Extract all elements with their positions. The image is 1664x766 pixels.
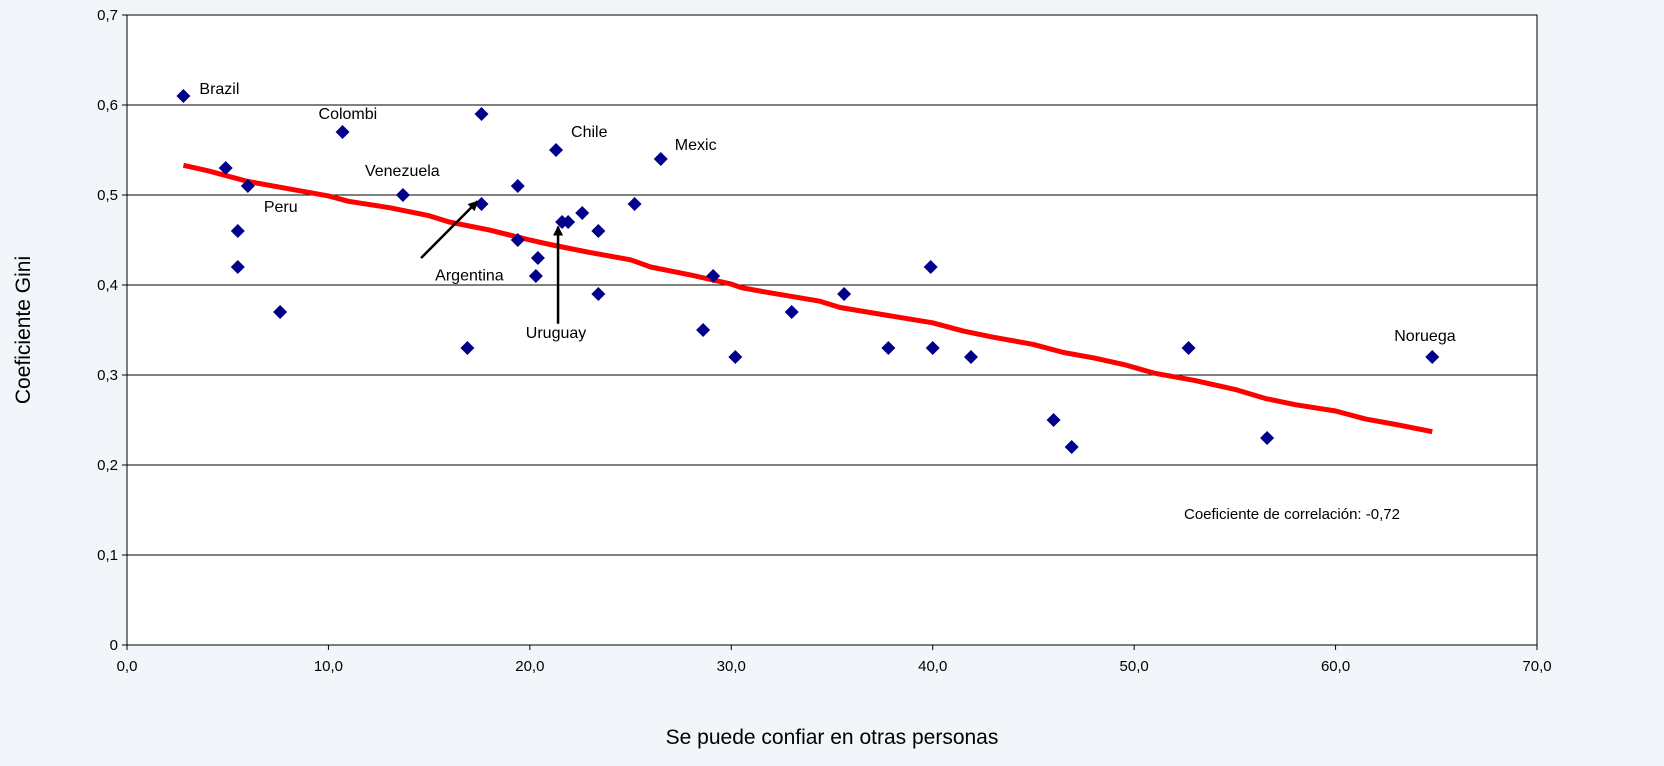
y-tick-label: 0,7 [97, 7, 118, 24]
x-tick-label: 50,0 [1120, 658, 1149, 675]
data-point [561, 215, 576, 229]
data-point [273, 305, 288, 319]
data-point [230, 224, 245, 238]
annotation-label: Argentina [435, 268, 504, 285]
x-axis-title: Se puede confiar en otras personas [666, 726, 999, 749]
data-point [474, 107, 489, 121]
data-point [923, 260, 938, 274]
data-point [706, 269, 721, 283]
x-tick-label: 30,0 [717, 658, 746, 675]
annotation-label: Uruguay [526, 325, 586, 342]
y-tick-label: 0,4 [97, 277, 118, 294]
data-point [460, 341, 475, 355]
point-label: Colombi [319, 106, 378, 123]
x-tick-label: 60,0 [1321, 658, 1350, 675]
plot-area [126, 14, 1538, 646]
y-tick-label: 0,2 [97, 457, 118, 474]
data-point [1064, 440, 1079, 454]
data-point [510, 233, 525, 247]
x-tick-label: 70,0 [1522, 658, 1551, 675]
data-point [218, 161, 233, 175]
data-point [240, 179, 255, 193]
data-point [575, 206, 590, 220]
data-point [335, 125, 350, 139]
data-point [925, 341, 940, 355]
annotation-arrow [420, 200, 479, 259]
data-point [230, 260, 245, 274]
data-point [627, 197, 642, 211]
data-point [963, 350, 978, 364]
data-point [1181, 341, 1196, 355]
y-tick-label: 0 [110, 637, 118, 654]
data-point [881, 341, 896, 355]
y-axis-title: Coeficiente Gini [12, 256, 35, 404]
point-label: Mexic [675, 137, 717, 154]
correlation-note: Coeficiente de correlación: -0,72 [1184, 506, 1400, 523]
trend-line [182, 162, 1433, 435]
data-point [784, 305, 799, 319]
gridlines [127, 104, 1537, 556]
y-tick-label: 0,1 [97, 547, 118, 564]
x-tick-label: 10,0 [314, 658, 343, 675]
point-label: Venezuela [365, 163, 440, 180]
labels-layer: Brazil Peru Colombi Venezuela Chile Mexic Noru… [199, 81, 1455, 345]
data-point [1046, 413, 1061, 427]
points-layer [176, 89, 1440, 454]
data-point [653, 152, 668, 166]
data-point [395, 188, 410, 202]
data-point [1425, 350, 1440, 364]
y-tick-label: 0,6 [97, 97, 118, 114]
data-point [510, 179, 525, 193]
data-point [728, 350, 743, 364]
x-tick-label: 0,0 [117, 658, 138, 675]
data-point [696, 323, 711, 337]
x-tick-label: 20,0 [515, 658, 544, 675]
data-point [591, 287, 606, 301]
data-point [549, 143, 564, 157]
x-tick-label: 40,0 [918, 658, 947, 675]
point-label: Noruega [1394, 328, 1455, 345]
point-label: Chile [571, 124, 608, 141]
axes: 0 0,1 0,2 0,3 0,4 0,5 0,6 0,7 0,0 10,0 20,0 30,0 40,… [97, 7, 1551, 675]
trend-layer [182, 162, 1433, 435]
data-point [837, 287, 852, 301]
data-point [530, 251, 545, 265]
y-tick-label: 0,5 [97, 187, 118, 204]
data-point [528, 269, 543, 283]
data-point [176, 89, 191, 103]
y-tick-label: 0,3 [97, 367, 118, 384]
data-point [591, 224, 606, 238]
data-point [1260, 431, 1275, 445]
point-label: Peru [264, 199, 298, 216]
point-label: Brazil [199, 81, 239, 98]
